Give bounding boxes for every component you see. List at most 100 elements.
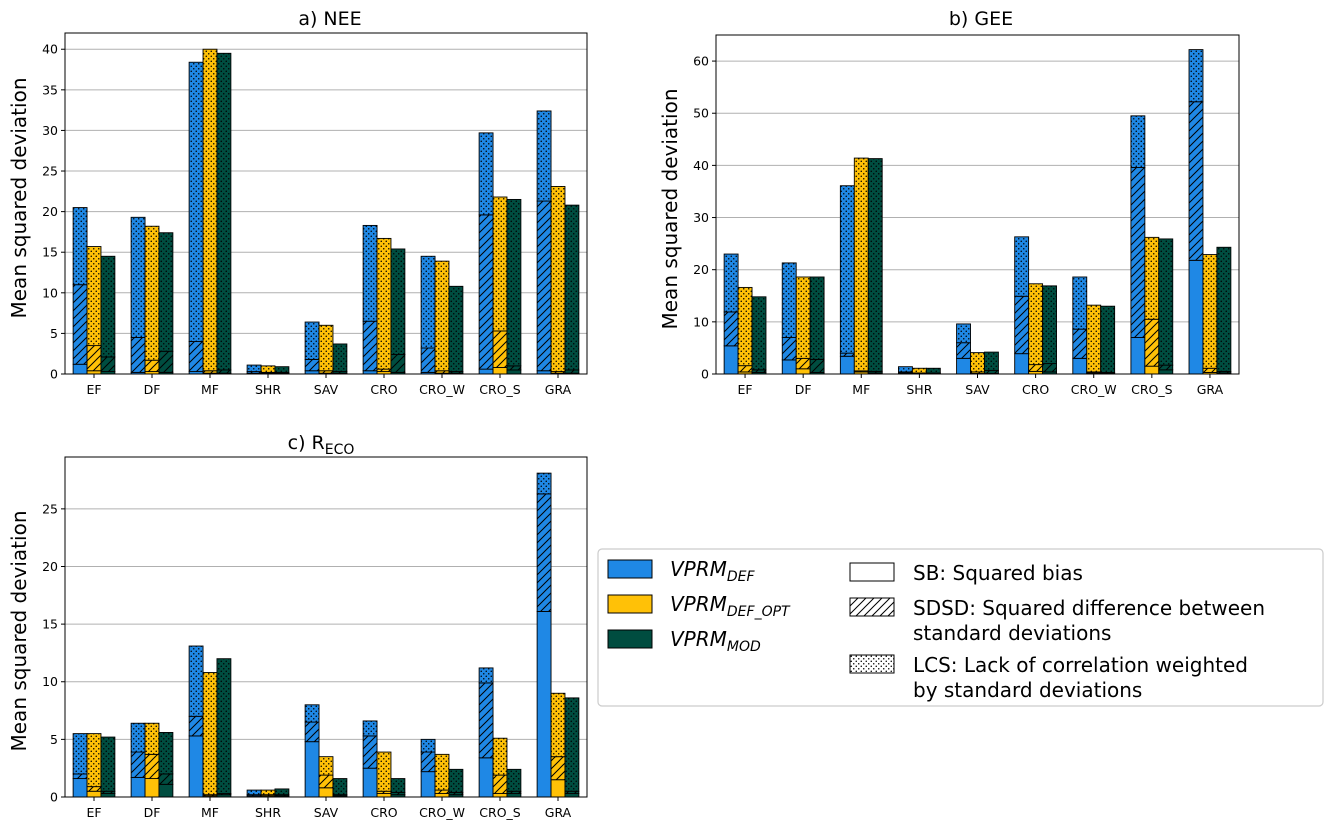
bar-def-sb	[1188, 259, 1204, 375]
bar-opt-sb	[144, 778, 160, 798]
bar-def-lcs-hatch	[421, 256, 436, 349]
bar-def-sdsd-hatch	[189, 716, 204, 736]
bar-opt-lcs-hatch	[796, 276, 811, 359]
x-tick-label: GRA	[545, 805, 572, 820]
bar-opt-lcs-hatch	[261, 365, 275, 373]
bar-mod-sdsd-hatch	[332, 371, 347, 374]
bar-opt-sdsd-hatch	[738, 365, 753, 372]
bar-mod-sdsd-hatch	[158, 351, 173, 373]
legend-label-lcs: by standard deviations	[913, 678, 1142, 702]
x-tick-label: CRO	[1022, 382, 1049, 397]
bar-mod-sdsd-hatch	[1216, 371, 1231, 373]
x-tick-label: EF	[738, 382, 753, 397]
bar-mod-sb	[158, 783, 174, 798]
bar-def-lcs-hatch	[1130, 115, 1145, 168]
panel-nee: a) NEE Mean squared deviation 0 5 10 15 20 25…	[7, 8, 588, 397]
bar-def-sdsd-hatch	[1189, 101, 1203, 261]
bar-opt-sdsd-hatch	[551, 371, 565, 374]
x-tick-label: GRA	[1197, 382, 1224, 397]
y-tick-label: 30	[42, 123, 58, 138]
bar-def-sdsd-hatch	[840, 353, 855, 357]
bar-opt-sdsd-hatch	[203, 794, 217, 796]
bar-opt-lcs-hatch	[319, 325, 333, 371]
x-tick-label: CRO	[370, 382, 397, 397]
bar-mod-lcs-hatch	[1216, 247, 1231, 372]
bar-opt-sdsd-hatch	[854, 370, 869, 372]
x-tick-label: MF	[201, 805, 219, 820]
bar-def-sb	[723, 345, 739, 375]
bar-def-sb	[72, 363, 88, 375]
bar-mod-sdsd-hatch	[448, 792, 463, 795]
legend-swatch-opt	[607, 594, 653, 614]
y-tick-label: 40	[42, 42, 58, 57]
x-tick-label: SAV	[314, 382, 339, 397]
bar-mod-sdsd-hatch	[390, 792, 405, 795]
axes-frame	[64, 32, 588, 375]
bar-opt-sb	[492, 793, 508, 798]
bar-opt-sdsd-hatch	[145, 754, 159, 779]
bar-mod-sdsd-hatch	[1042, 363, 1057, 372]
bar-opt-lcs-hatch	[377, 238, 391, 370]
bar-def-sdsd-hatch	[421, 752, 436, 772]
bar-mod-lcs-hatch	[506, 199, 521, 366]
bar-opt-sb	[86, 790, 102, 798]
bar-def-sb	[362, 767, 378, 798]
x-tick-label: CRO_S	[479, 805, 521, 820]
bar-mod-lcs-hatch	[564, 205, 579, 370]
bar-def-sb	[1130, 337, 1146, 375]
bar-mod-lcs-hatch	[274, 788, 289, 795]
bar-opt-lcs-hatch	[1086, 305, 1101, 372]
bar-mod-lcs-hatch	[564, 697, 579, 792]
bar-opt-sdsd-hatch	[203, 370, 217, 374]
bar-opt-lcs-hatch	[1028, 283, 1043, 365]
legend-label-def: VPRMDEF	[670, 557, 756, 585]
legend-label-sdsd: standard deviations	[913, 621, 1111, 645]
bar-opt-sdsd-hatch	[493, 330, 507, 368]
bar-def-sdsd-hatch	[131, 752, 146, 778]
x-tick-label: SHR	[255, 382, 281, 397]
bar-mod-lcs-hatch	[158, 232, 173, 352]
bar-def-sb	[72, 778, 88, 798]
bar-def-lcs-hatch	[840, 185, 855, 354]
bar-opt-lcs-hatch	[203, 672, 217, 795]
y-tick-label: 60	[693, 54, 709, 69]
x-tick-label: CRO_S	[1131, 382, 1173, 397]
bar-def-sb	[781, 359, 797, 375]
legend: VPRMDEF VPRMDEF_OPT VPRMMOD SB: Squared bia…	[597, 548, 1324, 707]
bar-def-sdsd-hatch	[305, 359, 320, 371]
x-tick-label: GRA	[545, 382, 572, 397]
bar-def-sdsd-hatch	[537, 493, 552, 612]
bar-mod-sdsd-hatch	[390, 354, 405, 373]
x-tick-label: DF	[144, 382, 161, 397]
bar-def-lcs-hatch	[782, 262, 797, 338]
bar-mod-lcs-hatch	[1042, 285, 1057, 364]
y-axis-label: Mean squared deviation	[658, 89, 682, 330]
bar-def-lcs-hatch	[1014, 236, 1029, 297]
bar-def-sb	[478, 757, 494, 798]
bar-mod-sb	[1158, 369, 1174, 375]
bar-def-lcs-hatch	[189, 646, 204, 717]
bar-mod-sdsd-hatch	[506, 791, 521, 794]
axes-frame	[64, 456, 588, 798]
bar-def-lcs-hatch	[363, 225, 378, 322]
bar-def-sb	[1014, 353, 1030, 375]
bar-def-sdsd-hatch	[305, 722, 320, 742]
bar-def-sb	[1072, 357, 1088, 375]
bar-opt-lcs-hatch	[738, 287, 753, 366]
legend-swatch-lcs	[849, 654, 895, 674]
bar-opt-lcs-hatch	[87, 733, 101, 787]
bar-def-sdsd-hatch	[898, 371, 913, 373]
bar-def-sdsd-hatch	[421, 348, 436, 373]
x-tick-label: EF	[86, 805, 101, 820]
bar-def-sb	[420, 771, 436, 798]
panel-gee: b) GEE Mean squared deviation 0 10 20 30 40 5…	[658, 8, 1240, 397]
y-tick-label: 50	[693, 106, 709, 121]
bar-opt-sb	[492, 367, 508, 375]
bar-def-lcs-hatch	[479, 667, 494, 683]
y-tick-label: 40	[693, 158, 709, 173]
bar-opt-sdsd-hatch	[377, 369, 391, 372]
y-tick-label: 10	[42, 285, 58, 300]
bar-opt-lcs-hatch	[377, 752, 391, 792]
bar-def-sdsd-hatch	[782, 337, 797, 360]
bar-opt-sdsd-hatch	[796, 358, 811, 369]
